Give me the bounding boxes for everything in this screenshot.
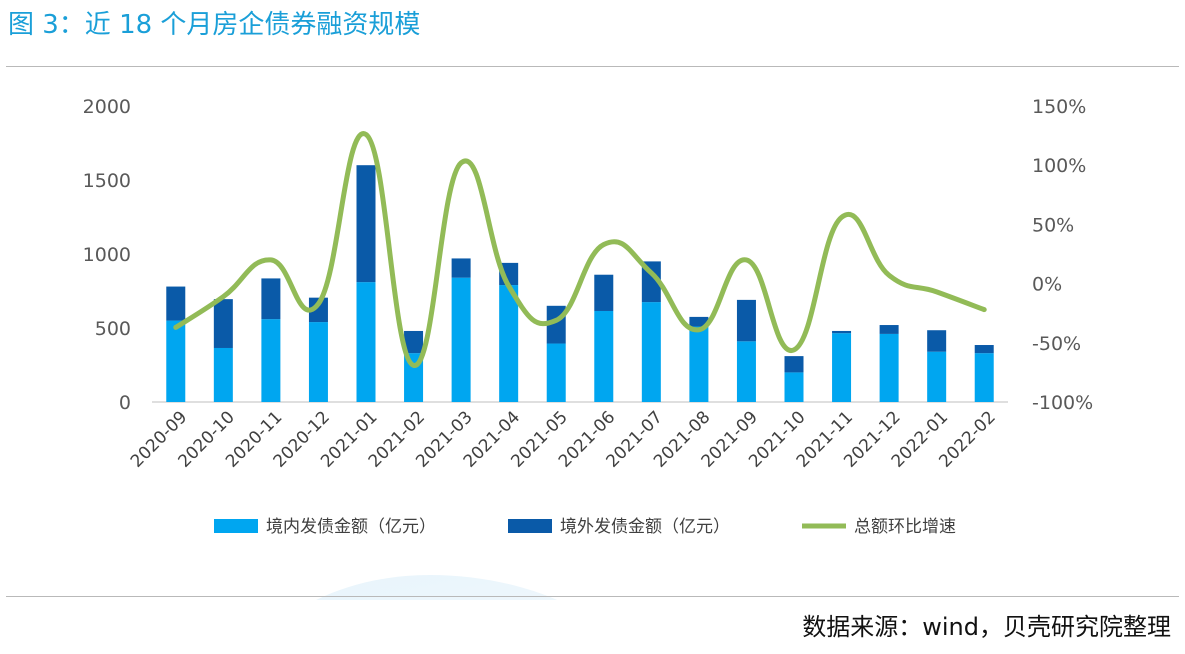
bar-domestic bbox=[784, 372, 804, 402]
legend-swatch-domestic bbox=[214, 519, 258, 533]
y-left-tick-label: 1000 bbox=[83, 244, 131, 266]
y-right-tick-label: 50% bbox=[1032, 214, 1074, 236]
y-right-tick-label: 100% bbox=[1032, 155, 1086, 177]
bar-domestic bbox=[213, 347, 233, 402]
bar-domestic bbox=[166, 320, 186, 402]
bar-overseas bbox=[166, 286, 186, 321]
bar-overseas bbox=[832, 330, 852, 334]
bar-overseas bbox=[261, 278, 281, 320]
chart-line bbox=[173, 131, 987, 368]
chart-legend: 境内发债金额（亿元） 境外发债金额（亿元） 总额环比增速 bbox=[214, 517, 956, 537]
bar-overseas bbox=[927, 330, 947, 352]
legend-label-overseas: 境外发债金额（亿元） bbox=[560, 517, 730, 537]
bar-domestic bbox=[927, 351, 947, 402]
legend-label-growth: 总额环比增速 bbox=[854, 517, 956, 537]
bar-overseas bbox=[594, 274, 614, 311]
y-left-tick-label: 2000 bbox=[83, 96, 131, 118]
legend-swatch-overseas bbox=[508, 519, 552, 533]
chart-axes: 0 500 1000 1500 2000 -100% -50% 0% 50% 100% 150% bbox=[83, 96, 1094, 414]
y-right-tick-label: 0% bbox=[1032, 274, 1062, 296]
y-left-tick-label: 1500 bbox=[83, 170, 131, 192]
bar-overseas bbox=[736, 299, 756, 342]
bar-overseas bbox=[879, 325, 899, 334]
bottom-divider bbox=[6, 596, 1179, 597]
y-right-tick-label: 150% bbox=[1032, 96, 1086, 118]
bar-domestic bbox=[546, 343, 566, 402]
y-right-tick-label: -50% bbox=[1032, 333, 1081, 355]
source-note: 数据来源：wind，贝壳研究院整理 bbox=[802, 613, 1171, 641]
bar-overseas bbox=[404, 330, 424, 354]
watermark-logo bbox=[316, 575, 558, 600]
bar-domestic bbox=[832, 333, 852, 402]
bar-overseas bbox=[213, 299, 233, 348]
page-title: 图 3：近 18 个月房企债券融资规模 bbox=[8, 10, 421, 40]
top-divider bbox=[6, 66, 1179, 67]
chart-labels: 2020-092020-102020-112020-122021-012021-… bbox=[127, 407, 1000, 471]
y-left-tick-label: 0 bbox=[119, 392, 131, 414]
bar-domestic bbox=[736, 341, 756, 402]
bar-domestic bbox=[879, 333, 899, 402]
bar-domestic bbox=[499, 285, 519, 402]
bar-overseas bbox=[356, 165, 376, 283]
bar-overseas bbox=[308, 297, 328, 323]
chart-bars bbox=[166, 165, 994, 402]
bar-domestic bbox=[689, 326, 709, 402]
bar-domestic bbox=[451, 277, 471, 402]
bar-overseas bbox=[689, 316, 709, 327]
bar-domestic bbox=[974, 353, 994, 402]
bar-overseas bbox=[451, 258, 471, 278]
bar-domestic bbox=[641, 302, 661, 402]
bar-domestic bbox=[261, 319, 281, 402]
bar-overseas bbox=[974, 345, 994, 354]
chart: 0 500 1000 1500 2000 -100% -50% 0% 50% 100% 150% 2… bbox=[83, 96, 1094, 600]
bar-overseas bbox=[784, 356, 804, 373]
legend-label-domestic: 境内发债金额（亿元） bbox=[266, 517, 436, 537]
growth-line bbox=[173, 131, 987, 368]
y-right-tick-label: -100% bbox=[1032, 392, 1093, 414]
y-left-tick-label: 500 bbox=[95, 318, 131, 340]
bar-domestic bbox=[594, 310, 614, 402]
bar-domestic bbox=[308, 322, 328, 402]
bar-domestic bbox=[356, 282, 376, 402]
